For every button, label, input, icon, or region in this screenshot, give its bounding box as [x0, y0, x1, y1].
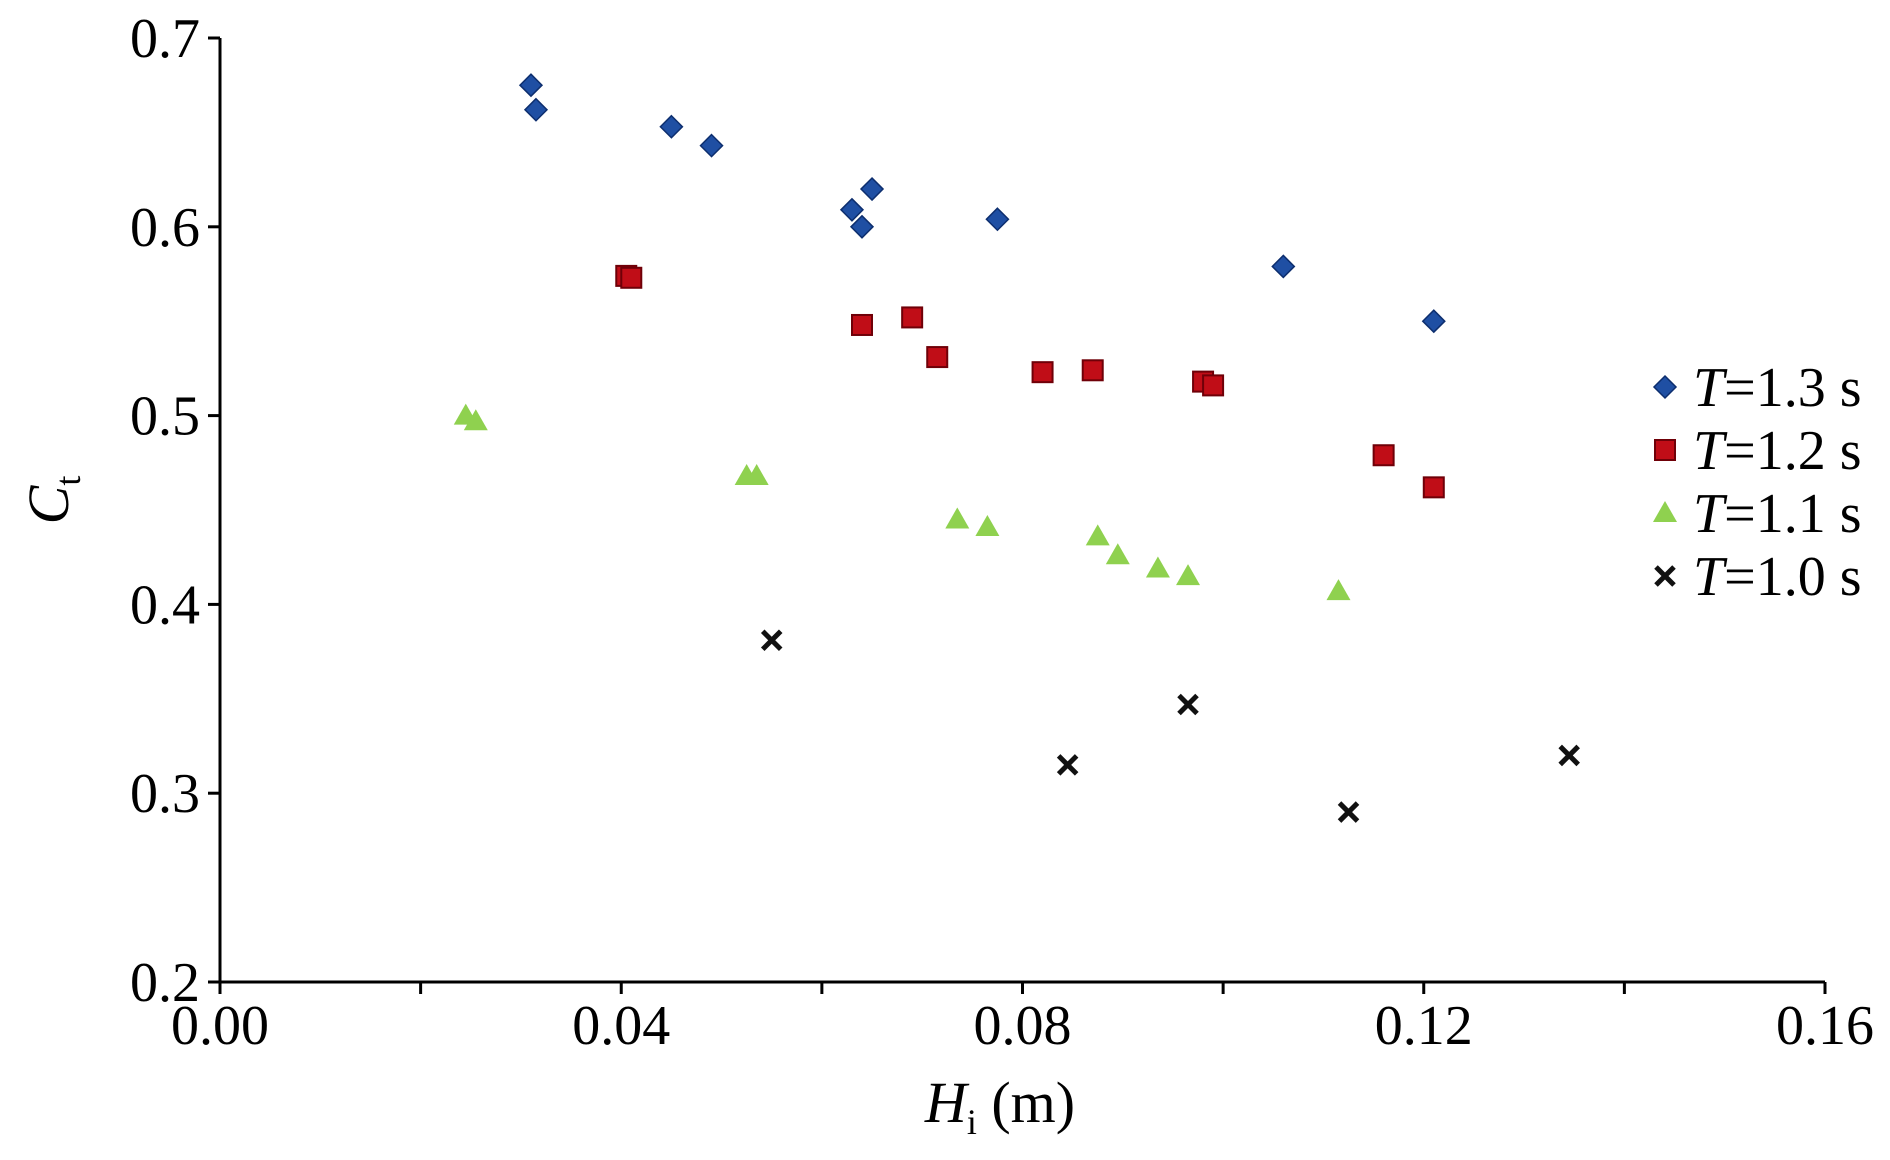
- legend-label-series-2: T=1.2 s: [1693, 420, 1862, 482]
- data-point-series-3: [1326, 579, 1351, 601]
- data-point-series-4: [760, 629, 783, 652]
- axes: [218, 38, 1825, 984]
- data-point-series-1: [859, 176, 885, 202]
- data-point-series-3: [1085, 524, 1110, 546]
- data-point-series-1: [849, 214, 875, 239]
- y-tick-label: 0.4: [130, 574, 200, 636]
- data-point-series-2: [1422, 476, 1445, 499]
- data-point-series-2: [901, 306, 924, 329]
- data-point-series-1: [518, 73, 544, 98]
- data-point-series-3: [945, 507, 970, 529]
- data-point-series-2: [1372, 444, 1395, 467]
- data-point-series-1: [659, 114, 684, 139]
- data-point-series-1: [985, 207, 1010, 232]
- legend: T=1.3 sT=1.2 sT=1.1 sT=1.0 s: [1652, 357, 1862, 608]
- data-point-series-4: [1337, 801, 1360, 823]
- x-tick-label: 0.04: [572, 995, 670, 1057]
- data-point-series-2: [1031, 361, 1054, 384]
- y-tick-label: 0.2: [130, 952, 200, 1014]
- data-point-series-3: [744, 464, 769, 486]
- x-tick-label: 0.08: [974, 995, 1072, 1057]
- x-tick-label: 0.12: [1375, 995, 1473, 1057]
- data-point-series-1: [523, 97, 549, 122]
- y-tick-label: 0.5: [130, 386, 200, 448]
- data-point-series-2: [1202, 374, 1225, 397]
- data-point-series-3: [975, 514, 1000, 536]
- y-tick-label: 0.7: [130, 8, 200, 70]
- data-marks: [453, 73, 1580, 823]
- data-point-series-4: [1177, 693, 1199, 716]
- data-point-series-3: [463, 409, 488, 431]
- data-point-series-1: [839, 197, 865, 222]
- data-point-series-3: [1176, 564, 1201, 586]
- legend-label-series-4: T=1.0 s: [1693, 546, 1862, 608]
- legend-marker-series-1: [1652, 374, 1678, 400]
- data-point-series-2: [851, 313, 873, 336]
- data-point-series-1: [1271, 254, 1296, 279]
- legend-label-series-1: T=1.3 s: [1693, 357, 1862, 419]
- ticks: 0.2 0.3 0.4 0.5 0.6 0.7 0.00 0.04 0.08 0.12 0.16: [130, 8, 1874, 1057]
- legend-label-series-3: T=1.1 s: [1693, 483, 1862, 545]
- data-point-series-4: [1056, 754, 1079, 776]
- y-tick-label: 0.3: [130, 763, 200, 825]
- x-tick-label: 0.16: [1776, 995, 1874, 1057]
- y-tick-label: 0.6: [130, 197, 200, 259]
- legend-marker-series-3: [1653, 501, 1677, 522]
- data-point-series-3: [1145, 556, 1170, 578]
- x-tick-label: 0.00: [171, 995, 269, 1057]
- legend-marker-series-4: [1654, 565, 1676, 587]
- data-point-series-2: [620, 266, 643, 289]
- data-point-series-3: [1105, 543, 1130, 565]
- x-axis-title: Hi (m): [924, 1070, 1075, 1142]
- legend-marker-series-2: [1654, 439, 1676, 461]
- data-point-series-4: [1558, 744, 1580, 767]
- y-axis-title: Ct: [16, 476, 88, 525]
- data-point-series-1: [1421, 309, 1446, 334]
- data-point-series-2: [926, 346, 949, 369]
- data-point-series-1: [699, 133, 724, 158]
- data-point-series-2: [1081, 359, 1104, 382]
